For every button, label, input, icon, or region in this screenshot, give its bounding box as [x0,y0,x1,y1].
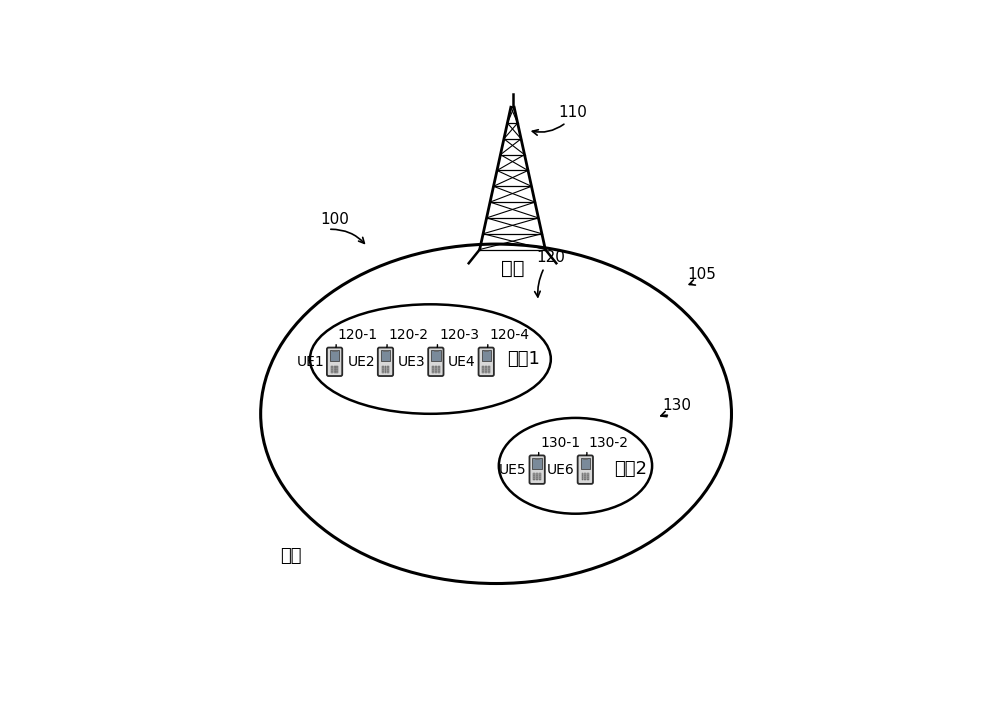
Bar [336,368,338,369]
Bar [536,479,538,481]
Bar [438,371,440,373]
Text: 120-4: 120-4 [490,328,530,342]
Bar [331,368,333,369]
Text: 120-1: 120-1 [338,328,378,342]
Bar [533,474,535,475]
Bar [533,479,535,481]
Text: 区块1: 区块1 [507,350,540,368]
Bar [488,371,490,373]
Bar [583,458,587,459]
Bar [581,458,590,469]
Bar [336,365,338,367]
Text: UE3: UE3 [398,355,425,369]
Bar [582,474,583,475]
Bar [539,479,541,481]
Bar [432,371,434,373]
Text: 100: 100 [320,212,349,227]
Bar [331,365,333,367]
Text: 110: 110 [558,105,587,120]
Bar [431,351,441,360]
Text: UE6: UE6 [547,463,575,476]
FancyBboxPatch shape [529,456,545,484]
Bar [387,365,389,367]
Bar [587,474,589,475]
Bar [482,365,484,367]
Bar [438,365,440,367]
Bar [584,479,586,481]
Bar [330,351,339,360]
Bar [587,477,589,479]
FancyBboxPatch shape [578,456,593,484]
Bar [435,365,437,367]
Bar [385,365,386,367]
Bar [482,368,484,369]
Bar [387,368,389,369]
Bar [485,371,487,373]
Text: 小区: 小区 [280,547,302,565]
Bar [334,368,336,369]
Bar [331,371,333,373]
Text: 120: 120 [536,250,565,265]
Bar [382,365,384,367]
Bar [432,368,434,369]
Text: 130-1: 130-1 [540,436,581,450]
Bar [334,365,336,367]
Bar [536,477,538,479]
Bar [334,371,336,373]
Text: 120-3: 120-3 [439,328,479,342]
Bar [438,368,440,369]
Bar [539,477,541,479]
Text: 120-2: 120-2 [389,328,429,342]
Bar [482,351,491,360]
Bar [488,365,490,367]
FancyBboxPatch shape [378,348,393,376]
Bar [582,477,583,479]
Text: UE5: UE5 [499,463,527,476]
Bar [533,477,535,479]
Text: 130-2: 130-2 [589,436,629,450]
Bar [385,368,386,369]
FancyBboxPatch shape [327,348,342,376]
Bar [381,351,390,360]
Text: UE1: UE1 [296,355,324,369]
Bar [532,458,542,469]
Bar [482,371,484,373]
Bar [584,474,586,475]
Bar [584,477,586,479]
Bar [336,371,338,373]
Bar [485,365,487,367]
Bar [435,371,437,373]
Text: UE2: UE2 [347,355,375,369]
Text: 基站: 基站 [501,260,524,278]
Bar [382,368,384,369]
Text: 130: 130 [662,398,691,413]
Bar [539,474,541,475]
Bar [587,479,589,481]
Bar [385,371,386,373]
Bar [485,368,487,369]
Bar [435,368,437,369]
Bar [535,458,539,459]
Text: 105: 105 [687,267,716,282]
Bar [387,371,389,373]
FancyBboxPatch shape [428,348,444,376]
Bar [432,365,434,367]
Text: 区块2: 区块2 [614,459,647,478]
FancyBboxPatch shape [479,348,494,376]
Bar [582,479,583,481]
Bar [488,368,490,369]
Bar [536,474,538,475]
Text: UE4: UE4 [448,355,476,369]
Bar [382,371,384,373]
